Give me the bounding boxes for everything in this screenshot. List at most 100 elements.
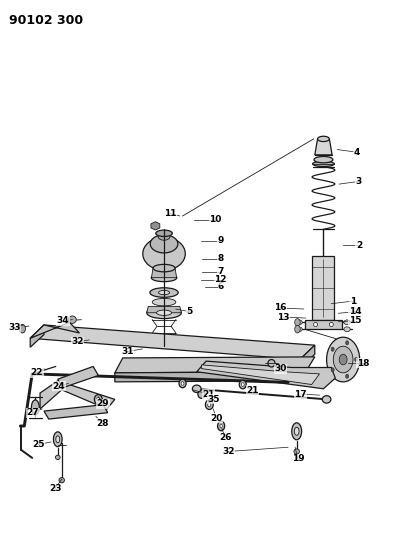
Text: 6: 6 [218, 282, 224, 291]
Ellipse shape [292, 423, 302, 440]
Ellipse shape [344, 327, 350, 332]
Circle shape [19, 325, 26, 333]
Ellipse shape [294, 427, 299, 435]
Polygon shape [30, 322, 79, 338]
Text: 7: 7 [217, 268, 224, 276]
Text: 32: 32 [71, 337, 84, 346]
Text: 16: 16 [274, 303, 286, 312]
Polygon shape [115, 357, 315, 373]
Text: 15: 15 [349, 316, 361, 325]
Circle shape [295, 319, 300, 326]
Text: 30: 30 [274, 364, 286, 373]
Text: 20: 20 [210, 414, 222, 423]
Polygon shape [151, 268, 177, 278]
Polygon shape [197, 361, 335, 389]
Text: 26: 26 [219, 433, 231, 442]
Ellipse shape [241, 383, 244, 386]
Ellipse shape [314, 157, 333, 163]
Text: 29: 29 [97, 399, 109, 408]
Circle shape [333, 346, 353, 373]
Ellipse shape [56, 436, 60, 443]
Polygon shape [147, 306, 181, 313]
Ellipse shape [97, 397, 100, 401]
Text: 21: 21 [246, 386, 259, 395]
Ellipse shape [218, 421, 225, 431]
Ellipse shape [156, 230, 172, 237]
Text: 3: 3 [356, 177, 362, 186]
Ellipse shape [181, 382, 184, 385]
Ellipse shape [208, 402, 211, 407]
Text: 32: 32 [222, 447, 235, 456]
Circle shape [355, 358, 358, 362]
Polygon shape [312, 256, 335, 320]
Text: 18: 18 [357, 359, 369, 368]
Ellipse shape [192, 385, 201, 392]
Text: 4: 4 [354, 148, 360, 157]
Ellipse shape [297, 320, 302, 325]
Text: 21: 21 [202, 390, 215, 399]
Text: 14: 14 [349, 307, 361, 316]
Text: 1: 1 [350, 296, 356, 305]
Text: 25: 25 [32, 440, 44, 449]
Ellipse shape [312, 161, 334, 166]
Ellipse shape [94, 394, 102, 404]
Ellipse shape [55, 455, 60, 459]
Text: 9: 9 [217, 237, 224, 246]
Ellipse shape [297, 327, 302, 332]
Text: 33: 33 [8, 323, 21, 332]
Circle shape [331, 347, 334, 351]
Circle shape [295, 326, 300, 333]
Polygon shape [44, 405, 108, 419]
Circle shape [346, 374, 349, 378]
Polygon shape [30, 325, 44, 348]
Text: 28: 28 [96, 419, 109, 428]
Ellipse shape [179, 379, 186, 387]
Ellipse shape [158, 290, 169, 295]
Text: 34: 34 [56, 316, 69, 325]
Ellipse shape [53, 432, 62, 447]
Ellipse shape [31, 400, 39, 415]
Ellipse shape [344, 320, 350, 325]
Ellipse shape [268, 360, 275, 367]
Ellipse shape [329, 322, 333, 327]
Circle shape [346, 341, 349, 345]
Text: 27: 27 [26, 408, 39, 417]
Circle shape [331, 368, 334, 372]
Polygon shape [40, 381, 115, 409]
Text: 10: 10 [209, 215, 222, 224]
Polygon shape [30, 325, 315, 360]
Text: 13: 13 [277, 312, 290, 321]
Ellipse shape [158, 233, 170, 240]
Ellipse shape [68, 316, 76, 324]
Text: 22: 22 [31, 368, 43, 377]
Text: 35: 35 [207, 395, 220, 404]
Ellipse shape [156, 310, 171, 316]
Ellipse shape [153, 264, 175, 272]
Polygon shape [315, 139, 332, 155]
Polygon shape [58, 367, 98, 387]
Text: 24: 24 [53, 382, 65, 391]
Polygon shape [300, 345, 315, 368]
Ellipse shape [59, 478, 64, 483]
Ellipse shape [294, 449, 299, 454]
Text: 2: 2 [356, 241, 362, 250]
Text: 11: 11 [164, 209, 176, 218]
Ellipse shape [150, 288, 178, 297]
Text: 23: 23 [49, 484, 61, 493]
Ellipse shape [318, 136, 329, 142]
Ellipse shape [150, 235, 178, 253]
Polygon shape [115, 372, 306, 382]
Polygon shape [151, 222, 160, 230]
Ellipse shape [198, 390, 205, 398]
Text: 17: 17 [294, 390, 307, 399]
Ellipse shape [152, 298, 176, 306]
Ellipse shape [322, 395, 331, 403]
Text: 31: 31 [121, 347, 134, 356]
Polygon shape [305, 320, 342, 329]
Ellipse shape [147, 307, 181, 319]
Ellipse shape [151, 273, 177, 281]
Circle shape [327, 337, 360, 382]
Ellipse shape [239, 380, 246, 389]
Text: 5: 5 [186, 307, 193, 316]
Text: 19: 19 [292, 455, 304, 463]
